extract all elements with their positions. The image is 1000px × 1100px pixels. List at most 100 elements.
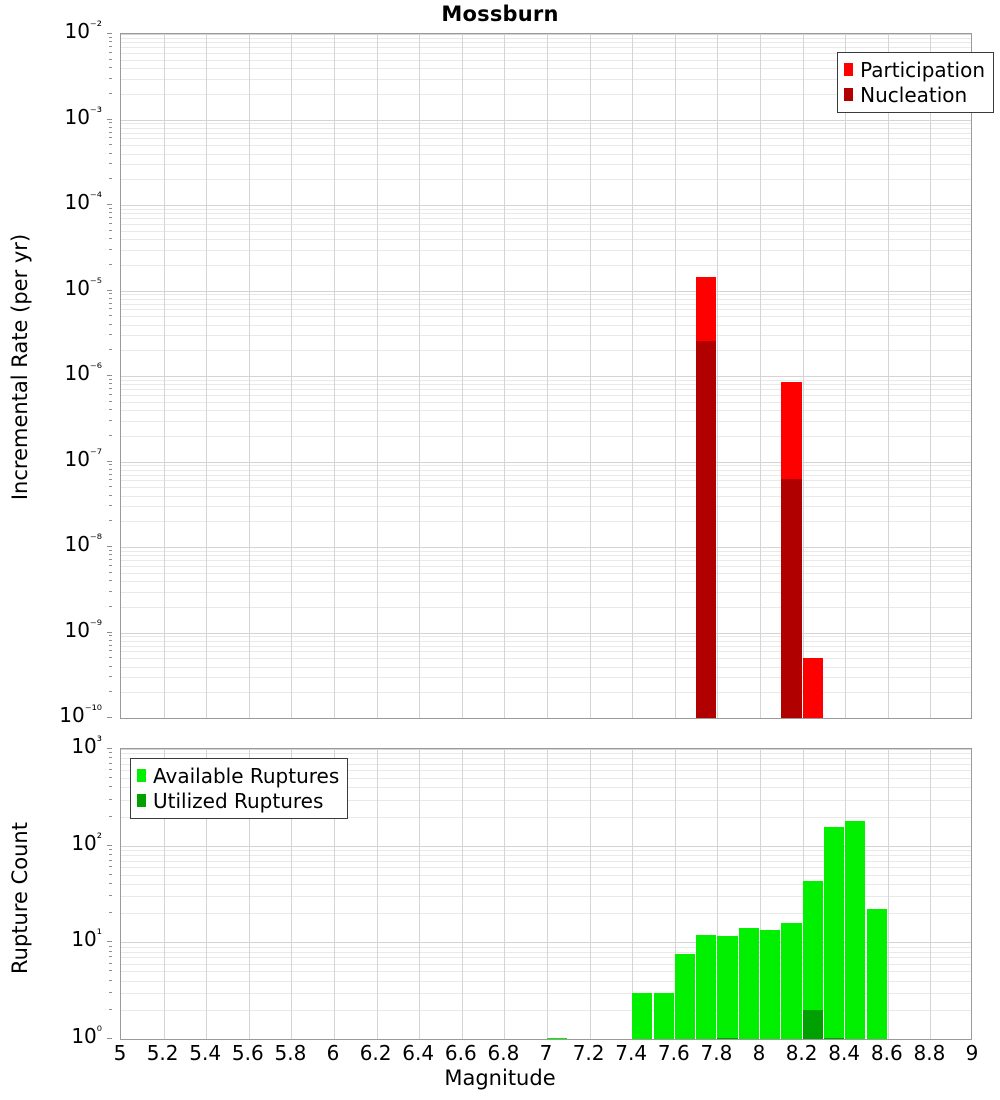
gridline-h — [121, 34, 971, 35]
gridline-h — [121, 636, 971, 637]
gridline-h — [121, 120, 971, 121]
bottom-y-axis-title: Rupture Count — [8, 822, 32, 974]
y-tick-mark — [109, 970, 112, 971]
y-tick-mark — [109, 401, 112, 402]
y-tick-mark — [109, 866, 112, 867]
gridline-h — [121, 867, 971, 868]
y-tick-mark — [109, 565, 112, 566]
y-tick-mark — [109, 486, 112, 487]
gridline-v — [590, 34, 591, 718]
gridline-h — [121, 389, 971, 390]
bar-available — [781, 922, 802, 1039]
gridline-v — [632, 749, 633, 1039]
gridline-v — [888, 34, 889, 718]
x-tick-label: 5.2 — [146, 1041, 179, 1065]
x-tick-label: 6.4 — [402, 1041, 435, 1065]
gridline-v — [419, 34, 420, 718]
bottom-plot-area — [121, 749, 971, 1039]
gridline-h — [121, 592, 971, 593]
y-tick-mark — [109, 223, 112, 224]
gridline-h — [121, 855, 971, 856]
bar-available — [653, 992, 674, 1039]
y-tick-mark — [109, 752, 112, 753]
y-tick-mark — [107, 632, 112, 633]
bar-nucleation — [696, 340, 717, 718]
y-tick-label: 10⁻⁷ — [64, 446, 102, 471]
y-tick-mark — [109, 388, 112, 389]
y-tick-mark — [109, 59, 112, 60]
gridline-h — [121, 942, 971, 943]
gridline-v — [760, 749, 761, 1039]
bar-available — [802, 881, 823, 1039]
page-title: Mossburn — [441, 2, 559, 26]
y-tick-label: 10⁻⁸ — [64, 532, 102, 556]
gridline-h — [121, 651, 971, 652]
legend-item-nucleation: Nucleation — [844, 82, 985, 107]
gridline-h — [121, 47, 971, 48]
y-tick-mark — [109, 786, 112, 787]
y-tick-mark — [109, 799, 112, 800]
y-tick-label: 10⁻² — [64, 19, 102, 43]
y-tick-label: 10⁻⁹ — [64, 617, 102, 642]
gridline-h — [121, 1039, 971, 1040]
gridline-h — [121, 952, 971, 953]
gridline-h — [121, 138, 971, 139]
y-tick-mark — [109, 676, 112, 677]
x-tick-label: 6.6 — [444, 1041, 477, 1065]
y-tick-mark — [109, 52, 112, 53]
gridline-h — [121, 753, 971, 754]
gridline-h — [121, 421, 971, 422]
y-tick-mark — [109, 144, 112, 145]
x-tick-label: 5.4 — [189, 1041, 222, 1065]
bar-available — [547, 1038, 568, 1039]
y-tick-mark — [109, 554, 112, 555]
y-tick-mark — [109, 580, 112, 581]
gridline-h — [121, 470, 971, 471]
gridline-h — [121, 749, 971, 750]
gridline-h — [121, 60, 971, 61]
y-tick-mark — [109, 495, 112, 496]
y-tick-mark — [109, 606, 112, 607]
gridline-h — [121, 770, 971, 771]
gridline-v — [717, 749, 718, 1039]
y-tick-mark — [109, 874, 112, 875]
top-plot-area — [121, 34, 971, 718]
gridline-h — [121, 231, 971, 232]
gridline-v — [377, 34, 378, 718]
legend-swatch-utilized — [137, 794, 146, 807]
y-tick-mark — [107, 546, 112, 547]
x-tick-label: 7.8 — [700, 1041, 733, 1065]
gridline-h — [121, 551, 971, 552]
gridline-h — [121, 395, 971, 396]
gridline-h — [121, 42, 971, 43]
gridline-h — [121, 376, 971, 377]
x-tick-label: 8 — [752, 1041, 766, 1065]
y-tick-mark — [109, 963, 112, 964]
legend-label-nucleation: Nucleation — [860, 82, 968, 107]
y-tick-mark — [109, 93, 112, 94]
y-tick-mark — [109, 334, 112, 335]
bar-utilized — [823, 1038, 845, 1039]
gridline-h — [121, 1010, 971, 1011]
bar-available — [632, 992, 653, 1039]
gridline-v — [164, 749, 165, 1039]
y-tick-mark — [109, 212, 112, 213]
gridline-v — [547, 749, 548, 1039]
x-tick-label: 6 — [326, 1041, 340, 1065]
y-tick-mark — [109, 163, 112, 164]
legend-swatch-nucleation — [844, 88, 854, 101]
bar-available — [823, 827, 845, 1039]
gridline-h — [121, 496, 971, 497]
y-tick-mark — [109, 238, 112, 239]
gridline-h — [121, 957, 971, 958]
gridline-h — [121, 145, 971, 146]
y-tick-mark — [109, 383, 112, 384]
gridline-h — [121, 209, 971, 210]
gridline-h — [121, 778, 971, 779]
gridline-h — [121, 573, 971, 574]
bar-available — [738, 928, 759, 1039]
gridline-v — [334, 34, 335, 718]
y-tick-mark — [109, 895, 112, 896]
y-tick-mark — [109, 78, 112, 79]
